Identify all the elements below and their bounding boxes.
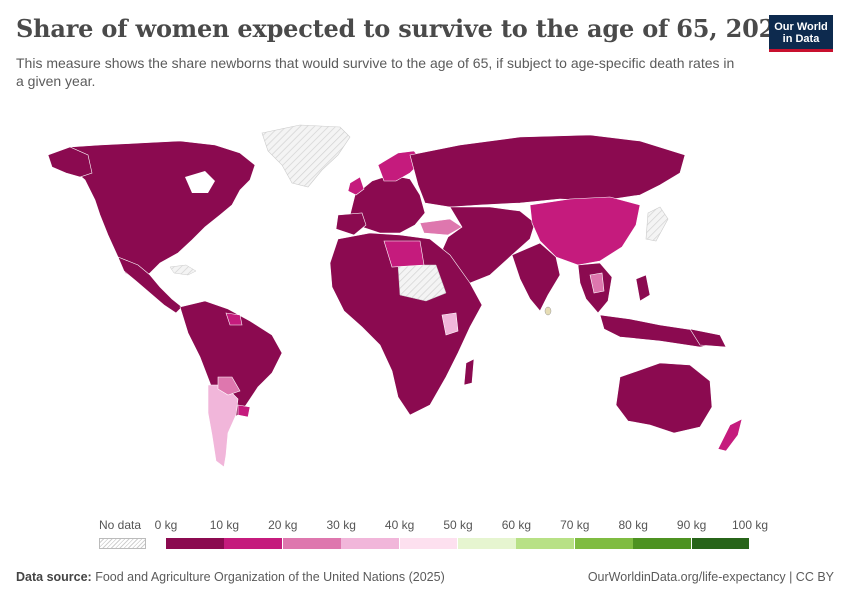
legend-no-data-swatch bbox=[99, 538, 146, 549]
legend-swatch[interactable] bbox=[282, 538, 341, 549]
region-india[interactable] bbox=[511, 242, 561, 312]
legend-tick-label: 30 kg bbox=[326, 518, 356, 532]
region-central-america[interactable] bbox=[117, 256, 183, 314]
legend-tick-label: 40 kg bbox=[384, 518, 415, 532]
legend-swatch[interactable] bbox=[691, 538, 750, 549]
region-venezuela[interactable] bbox=[225, 312, 243, 326]
region-argentina[interactable] bbox=[207, 384, 239, 468]
world-map[interactable] bbox=[0, 115, 850, 510]
region-uk[interactable] bbox=[347, 176, 365, 196]
legend-tick-label: 20 kg bbox=[268, 518, 298, 532]
region-africa-no-data[interactable] bbox=[397, 264, 447, 302]
footer-link[interactable]: OurWorldinData.org/life-expectancy | CC … bbox=[587, 570, 834, 584]
region-greenland[interactable] bbox=[261, 124, 351, 188]
region-new-zealand[interactable] bbox=[717, 418, 743, 452]
legend-swatch[interactable] bbox=[574, 538, 633, 549]
region-east-africa[interactable] bbox=[441, 312, 459, 336]
owid-logo[interactable]: Our World in Data bbox=[769, 15, 833, 52]
legend: No data 0 kg 10 kg 20 kg 30 kg 40 kg 50 kg 60 … bbox=[0, 515, 850, 555]
chart-title: Share of women expected to survive to th… bbox=[16, 14, 792, 43]
legend-swatch[interactable] bbox=[399, 538, 458, 549]
chart-subtitle: This measure shows the share newborns th… bbox=[16, 55, 735, 89]
legend-tick-label: 60 kg bbox=[501, 518, 532, 532]
hudson-bay bbox=[185, 171, 215, 193]
region-russia[interactable] bbox=[409, 134, 686, 208]
source-label: Data source: bbox=[16, 570, 92, 584]
legend-swatch[interactable] bbox=[224, 538, 283, 549]
region-philippines[interactable] bbox=[635, 274, 651, 302]
region-libya[interactable] bbox=[383, 240, 425, 268]
region-caribbean[interactable] bbox=[169, 264, 197, 276]
region-turkey[interactable] bbox=[419, 218, 463, 236]
region-japan[interactable] bbox=[645, 206, 669, 242]
legend-no-data-label: No data bbox=[99, 518, 142, 532]
legend-tick-label: 90 kg bbox=[676, 518, 707, 532]
legend-tick-label: 80 kg bbox=[618, 518, 648, 532]
legend-tick-label: 10 kg bbox=[209, 518, 240, 532]
region-iberia[interactable] bbox=[335, 212, 367, 236]
legend-tick-label: 0 kg bbox=[154, 518, 178, 532]
region-papua[interactable] bbox=[689, 328, 727, 348]
logo-line-1: Our World bbox=[774, 21, 828, 33]
legend-swatch[interactable] bbox=[458, 538, 516, 549]
region-australia[interactable] bbox=[615, 362, 713, 434]
source-text[interactable]: Food and Agriculture Organization of the… bbox=[95, 570, 445, 584]
logo-line-2: in Data bbox=[782, 33, 820, 45]
legend-tick-label: 50 kg bbox=[443, 518, 473, 532]
region-thailand[interactable] bbox=[589, 272, 605, 294]
region-china[interactable] bbox=[529, 196, 641, 266]
region-alaska[interactable] bbox=[47, 146, 93, 178]
legend-swatch[interactable] bbox=[633, 538, 691, 549]
region-africa[interactable] bbox=[329, 232, 483, 416]
legend-tick-label: 100 kg bbox=[731, 518, 769, 532]
region-sri-lanka[interactable] bbox=[544, 306, 552, 316]
legend-swatch[interactable] bbox=[516, 538, 575, 549]
footer-source: Data source: Food and Agriculture Organi… bbox=[16, 570, 445, 584]
region-uruguay[interactable] bbox=[237, 404, 251, 418]
legend-swatch[interactable] bbox=[166, 538, 224, 549]
legend-swatch[interactable] bbox=[341, 538, 399, 549]
legend-tick-label: 70 kg bbox=[560, 518, 590, 532]
region-bolivia[interactable] bbox=[217, 376, 241, 396]
region-middle-east[interactable] bbox=[439, 206, 536, 284]
region-madagascar[interactable] bbox=[463, 358, 475, 386]
